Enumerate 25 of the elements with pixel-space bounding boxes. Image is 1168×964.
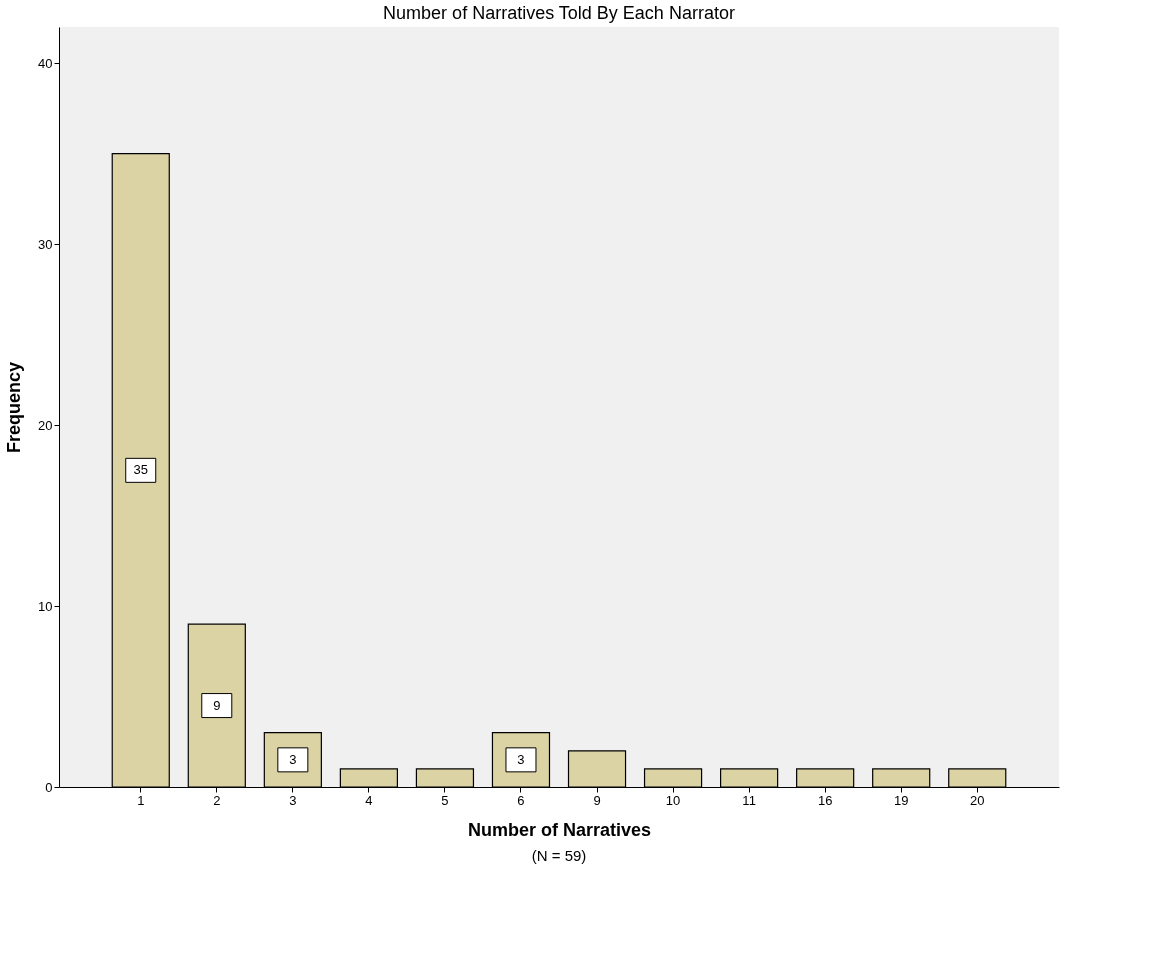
x-tick-label: 4 xyxy=(365,792,373,808)
chart-title: Number of Narratives Told By Each Narrator xyxy=(383,3,735,23)
data-label: 35 xyxy=(133,462,148,478)
y-axis-title: Frequency xyxy=(4,361,25,454)
data-label: 3 xyxy=(517,751,525,767)
data-label: 9 xyxy=(213,697,221,713)
y-tick-label: 20 xyxy=(38,417,53,433)
x-tick-label: 5 xyxy=(441,792,449,808)
y-tick-label: 30 xyxy=(38,236,53,252)
x-tick-label: 2 xyxy=(213,792,221,808)
x-tick-label: 16 xyxy=(817,792,833,808)
y-tick-label: 0 xyxy=(45,779,53,795)
x-axis-title: Number of Narratives xyxy=(467,819,652,840)
y-tick-label: 40 xyxy=(38,55,53,71)
data-label: 3 xyxy=(289,751,297,767)
x-tick-label: 19 xyxy=(893,792,909,808)
x-tick-label: 3 xyxy=(289,792,297,808)
x-tick-label: 6 xyxy=(517,792,525,808)
x-tick-label: 20 xyxy=(970,792,985,808)
x-tick-label: 9 xyxy=(593,792,601,808)
x-tick-label: 1 xyxy=(137,792,145,808)
x-tick-label: 10 xyxy=(665,792,681,808)
y-tick-label: 10 xyxy=(38,598,53,614)
text: (N = 59) xyxy=(531,846,587,864)
x-tick-label: 11 xyxy=(742,792,756,808)
